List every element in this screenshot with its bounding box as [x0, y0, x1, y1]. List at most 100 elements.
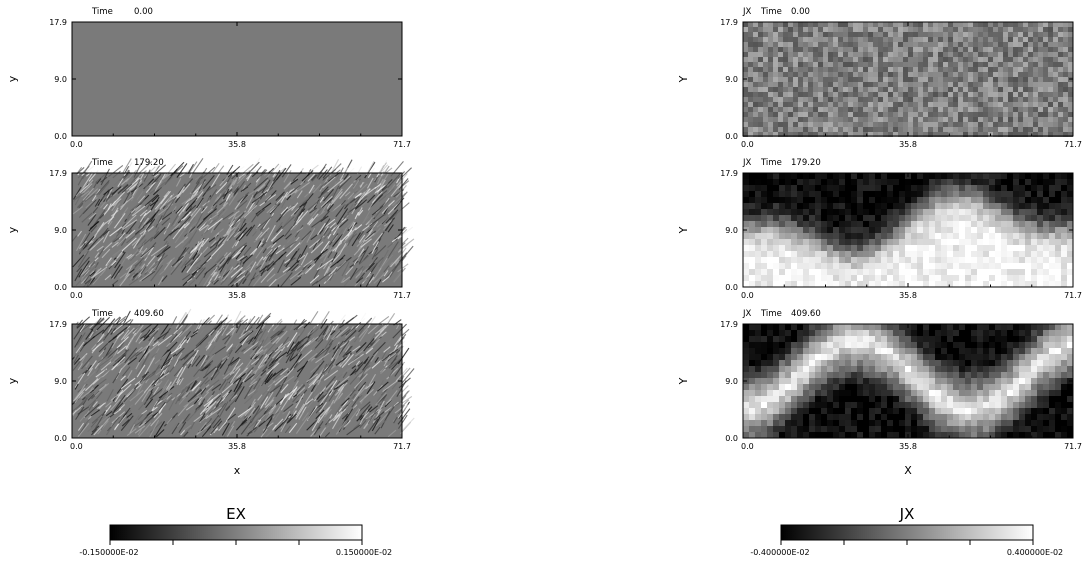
- field-cell: [848, 102, 853, 107]
- field-streak: [327, 178, 344, 193]
- field-cell: [818, 87, 823, 92]
- field-streak: [335, 341, 340, 349]
- field-cell: [818, 57, 823, 62]
- field-cell: [1043, 47, 1048, 52]
- field-cell: [823, 67, 828, 72]
- field-streak: [256, 169, 268, 180]
- field-cell: [917, 221, 923, 227]
- field-cell: [1007, 251, 1013, 257]
- field-cell: [748, 82, 753, 87]
- field-cell: [923, 47, 928, 52]
- field-cell: [978, 87, 983, 92]
- field-cell: [928, 77, 933, 82]
- field-cell: [959, 269, 965, 275]
- field-cell: [883, 107, 888, 112]
- field-streak: [196, 396, 203, 402]
- field-cell: [977, 203, 983, 209]
- field-cell: [785, 185, 791, 191]
- field-cell: [1055, 239, 1061, 245]
- field-streak: [175, 344, 189, 359]
- field-cell: [928, 37, 933, 42]
- field-cell: [887, 257, 893, 263]
- field-streak: [329, 268, 338, 281]
- field-streak: [304, 341, 318, 356]
- field-cell: [1018, 32, 1023, 37]
- field-cell: [883, 82, 888, 87]
- field-cell: [1061, 251, 1067, 257]
- field-cell: [911, 239, 917, 245]
- field-cell: [948, 87, 953, 92]
- field-streak: [296, 190, 303, 199]
- field-streak: [95, 171, 109, 183]
- field-cell: [749, 179, 755, 185]
- field-streak: [190, 182, 201, 194]
- field-streak: [85, 188, 99, 201]
- field-cell: [878, 37, 883, 42]
- field-streak: [353, 418, 366, 430]
- field-cell: [1049, 269, 1055, 275]
- field-cell: [853, 62, 858, 67]
- field-cell: [803, 107, 808, 112]
- field-cell: [869, 179, 875, 185]
- field-streak: [134, 226, 145, 235]
- field-streak: [334, 404, 342, 416]
- field-cell: [761, 221, 767, 227]
- field-cell: [809, 263, 815, 269]
- field-cell: [843, 77, 848, 82]
- field-cell: [857, 185, 863, 191]
- field-cell: [977, 257, 983, 263]
- field-cell: [803, 179, 809, 185]
- field-cell: [883, 62, 888, 67]
- field-cell: [848, 27, 853, 32]
- field-cell: [918, 117, 923, 122]
- field-cell: [779, 173, 785, 179]
- field-cell: [767, 239, 773, 245]
- field-streak: [268, 278, 277, 288]
- field-streak: [224, 335, 231, 345]
- field-cell: [913, 92, 918, 97]
- field-cell: [1008, 77, 1013, 82]
- field-streak: [290, 410, 297, 419]
- field-cell: [1007, 257, 1013, 263]
- field-cell: [858, 47, 863, 52]
- field-cell: [838, 97, 843, 102]
- field-cell: [893, 62, 898, 67]
- field-cell: [848, 42, 853, 47]
- field-streak: [81, 165, 95, 177]
- field-cell: [839, 245, 845, 251]
- field-cell: [993, 47, 998, 52]
- field-cell: [778, 42, 783, 47]
- field-cell: [1048, 122, 1053, 127]
- field-streak: [186, 207, 199, 225]
- field-cell: [953, 97, 958, 102]
- field-cell: [833, 67, 838, 72]
- field-cell: [843, 22, 848, 27]
- field-streak: [114, 238, 121, 244]
- field-cell: [875, 215, 881, 221]
- field-cell: [798, 32, 803, 37]
- field-streak: [184, 226, 196, 237]
- field-cell: [963, 117, 968, 122]
- field-cell: [813, 87, 818, 92]
- field-streak: [207, 393, 216, 403]
- field-cell: [748, 27, 753, 32]
- field-cell: [935, 203, 941, 209]
- field-streak: [157, 255, 163, 262]
- field-streak: [185, 259, 202, 272]
- field-cell: [993, 92, 998, 97]
- field-cell: [869, 185, 875, 191]
- field-streak: [331, 188, 343, 203]
- field-cell: [1055, 173, 1061, 179]
- field-cell: [973, 47, 978, 52]
- field-streak: [348, 392, 356, 402]
- field-cell: [948, 67, 953, 72]
- field-streak: [294, 343, 303, 357]
- field-streak: [242, 412, 253, 421]
- field-cell: [821, 203, 827, 209]
- field-cell: [898, 102, 903, 107]
- field-cell: [953, 209, 959, 215]
- field-cell: [983, 112, 988, 117]
- field-streak: [359, 388, 374, 403]
- field-streak: [225, 193, 231, 202]
- field-cell: [857, 173, 863, 179]
